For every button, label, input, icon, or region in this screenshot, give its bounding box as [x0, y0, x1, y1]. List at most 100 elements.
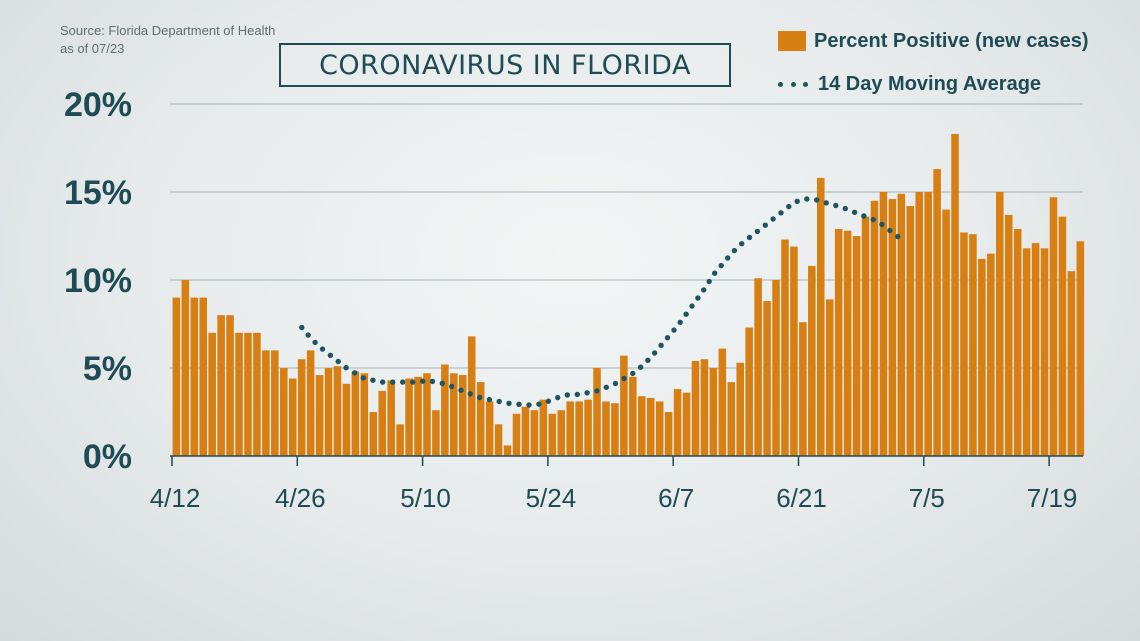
moving-average-point — [645, 357, 651, 363]
moving-average-point — [683, 311, 689, 317]
bar — [280, 368, 288, 456]
bar — [638, 396, 646, 456]
bar — [593, 368, 601, 456]
bar — [396, 424, 404, 456]
bar — [476, 382, 485, 456]
moving-average-point — [429, 378, 436, 385]
moving-average-point — [312, 339, 318, 346]
bar — [467, 336, 476, 456]
moving-average-point — [671, 327, 677, 333]
moving-average-point — [536, 401, 542, 407]
moving-average-point — [594, 388, 600, 394]
moving-average-point — [739, 241, 745, 247]
x-tick-label: 4/12 — [150, 483, 201, 513]
x-tick-label: 7/5 — [909, 483, 945, 513]
bar — [217, 315, 225, 456]
bar — [664, 412, 673, 456]
moving-average-point — [637, 364, 644, 370]
bar — [199, 297, 207, 456]
moving-average-point — [516, 401, 522, 407]
bar — [834, 228, 843, 456]
bar — [485, 401, 494, 456]
bar — [584, 399, 592, 456]
bar-swatch-icon — [778, 31, 806, 51]
bar — [566, 401, 574, 456]
bar — [655, 401, 664, 456]
moving-average-point — [804, 196, 810, 202]
bar — [342, 383, 351, 456]
moving-average-point — [327, 352, 334, 358]
bar — [825, 299, 834, 456]
bar — [306, 350, 315, 456]
moving-average-point — [718, 262, 724, 269]
moving-average-point — [651, 350, 658, 356]
bar — [423, 373, 431, 456]
dotted-line-icon — [778, 81, 810, 87]
bar — [405, 378, 413, 456]
bar — [817, 177, 825, 457]
bar — [906, 206, 915, 456]
bar — [575, 401, 583, 456]
moving-average-point — [778, 210, 784, 216]
moving-average-point — [762, 222, 768, 228]
moving-average-point — [754, 228, 761, 235]
bar — [960, 232, 968, 456]
moving-average-point — [794, 198, 800, 204]
bar — [1076, 241, 1085, 456]
bar — [253, 332, 261, 456]
moving-average-point — [352, 370, 358, 376]
legend: Percent Positive (new cases) 14 Day Movi… — [778, 29, 1089, 96]
moving-average-point — [476, 394, 483, 401]
bar — [432, 410, 440, 456]
bar — [503, 445, 512, 456]
y-tick-label: 10% — [64, 262, 132, 300]
moving-average-point — [370, 377, 376, 383]
moving-average-point — [621, 375, 627, 382]
moving-average-point — [449, 383, 455, 390]
bar — [369, 412, 378, 456]
bar — [262, 350, 270, 456]
bar — [629, 376, 637, 456]
moving-average-point — [486, 396, 493, 403]
bar — [852, 236, 861, 456]
moving-average-point — [439, 380, 445, 386]
moving-average-point — [861, 213, 867, 219]
moving-average-point — [360, 375, 366, 381]
bar — [897, 193, 906, 456]
x-tick-label: 5/24 — [526, 483, 577, 513]
bar — [924, 192, 932, 456]
bar — [235, 332, 243, 456]
moving-average-point — [410, 379, 416, 385]
x-tick-label: 6/21 — [776, 483, 827, 513]
moving-average-point — [555, 394, 561, 401]
bar — [620, 355, 628, 456]
moving-average-point — [603, 384, 609, 390]
moving-average-point — [420, 378, 426, 384]
moving-average-point — [664, 335, 671, 341]
moving-average-point — [658, 342, 664, 348]
moving-average-point — [343, 365, 349, 371]
moving-average-point — [823, 200, 829, 206]
percent-positive-bars — [172, 133, 1085, 457]
bar — [718, 348, 727, 456]
moving-average-point — [851, 209, 858, 215]
moving-average-point — [390, 379, 396, 385]
bar — [1004, 214, 1013, 456]
bar — [297, 359, 306, 456]
bar — [763, 301, 771, 456]
legend-label: Percent Positive (new cases) — [814, 29, 1089, 52]
moving-average-point — [677, 319, 683, 325]
moving-average-point — [746, 234, 753, 241]
bar — [208, 332, 216, 456]
bar — [288, 378, 297, 456]
bar — [459, 375, 467, 456]
bar — [521, 406, 530, 456]
y-tick-label: 15% — [64, 174, 132, 212]
bar — [1031, 243, 1040, 456]
bar — [861, 216, 870, 456]
legend-label: 14 Day Moving Average — [818, 72, 1042, 95]
moving-average-point — [879, 221, 885, 228]
bar — [915, 192, 923, 456]
bar — [646, 397, 655, 456]
